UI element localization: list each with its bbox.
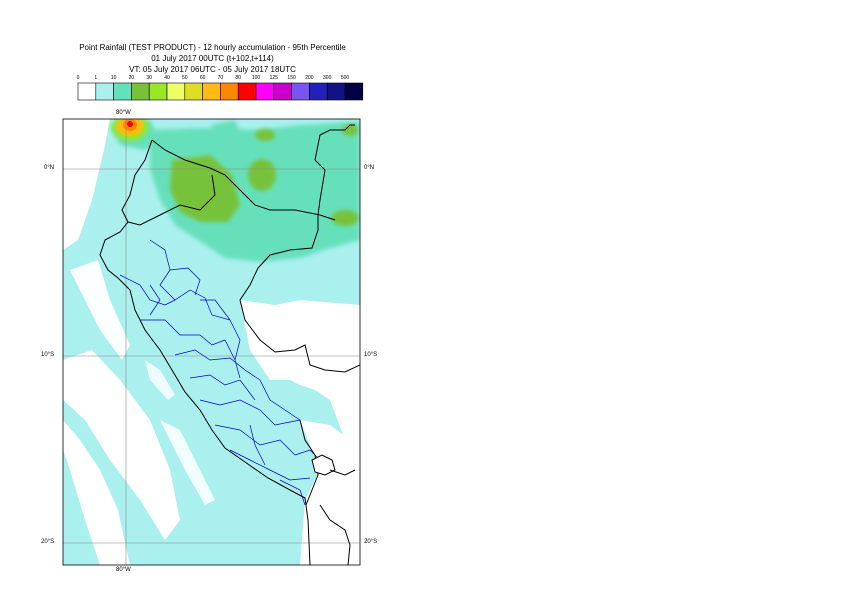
legend-label: 100 — [251, 75, 261, 81]
legend-label: 10 — [110, 75, 117, 81]
legend-label: 1 — [94, 75, 98, 81]
regional-borders — [119, 239, 321, 506]
national-borders — [99, 124, 360, 565]
legend-label: 50 — [182, 75, 188, 81]
forecast-base-time: 01 July 2017 00UTC (t+102,t+114) — [151, 54, 274, 63]
rain-heavy-area — [112, 119, 148, 141]
lat-label-left-10: 10°S — [41, 352, 55, 358]
lat-label-left-0: 0°N — [44, 165, 55, 171]
legend-label: 300 — [323, 75, 332, 81]
legend-label: 60 — [199, 75, 206, 81]
legend-label: 80 — [235, 75, 241, 81]
map-title: Point Rainfall (TEST PRODUCT) - 12 hourl… — [79, 43, 346, 52]
lat-label-right-0: 0°N — [364, 165, 375, 171]
legend-label: 150 — [287, 75, 296, 81]
validity-time: VT: 05 July 2017 06UTC - 05 July 2017 18… — [129, 65, 296, 74]
dry-land — [240, 300, 360, 565]
rain-moderate-areas — [170, 124, 359, 226]
legend-label: 30 — [146, 75, 152, 81]
legend-label: 200 — [305, 75, 314, 81]
legend-label: 0 — [76, 75, 80, 81]
lat-label-left-20: 20°S — [41, 539, 55, 545]
map-frame — [62, 118, 361, 566]
legend-swatch — [344, 82, 364, 101]
legend-label: 40 — [164, 75, 170, 81]
color-legend — [77, 82, 364, 101]
lon-label-bottom: 80°W — [116, 567, 131, 573]
legend-label: 125 — [269, 75, 278, 81]
dry-patches-ocean — [63, 119, 215, 565]
lat-label-right-20: 20°S — [364, 539, 378, 545]
legend-label: 500 — [340, 75, 350, 81]
lon-label-top: 80°W — [116, 110, 131, 116]
lat-label-right-10: 10°S — [364, 352, 378, 358]
legend-label: 70 — [217, 75, 224, 81]
legend-label: 20 — [128, 75, 135, 81]
